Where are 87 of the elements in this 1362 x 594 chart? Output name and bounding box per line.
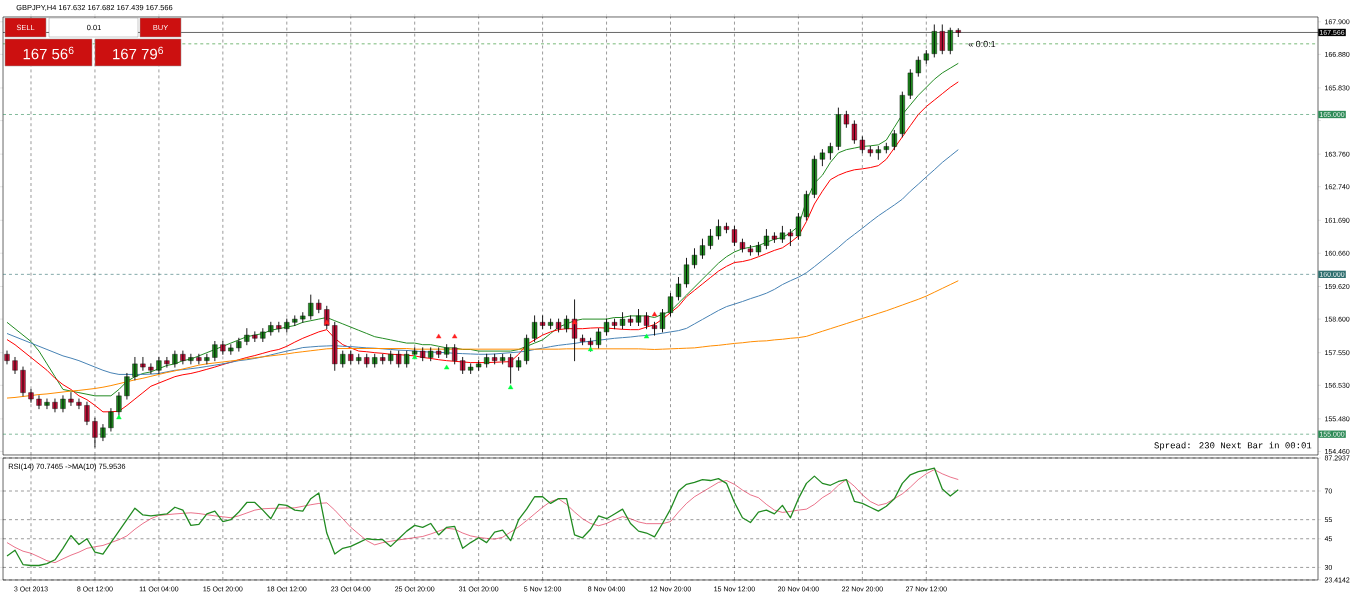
candlestick <box>555 318 562 333</box>
candlestick <box>468 363 474 374</box>
point <box>571 319 578 325</box>
point <box>436 333 442 339</box>
candlestick <box>356 353 362 365</box>
candlestick <box>276 321 282 333</box>
candlestick <box>380 353 386 365</box>
candlestick <box>899 91 905 138</box>
candlestick <box>236 337 242 352</box>
candlestick <box>763 229 770 250</box>
candlestick <box>348 350 354 365</box>
candlestick <box>340 350 346 368</box>
candlestick <box>68 392 74 406</box>
candlestick <box>476 360 482 371</box>
candlestick <box>532 315 538 342</box>
point <box>444 364 450 370</box>
candlestick <box>907 69 913 99</box>
candlestick <box>372 353 378 368</box>
candlestick <box>755 241 762 256</box>
point <box>587 346 594 352</box>
candlestick <box>540 315 546 330</box>
candlestick <box>316 299 322 314</box>
candlestick <box>787 229 794 247</box>
candlestick <box>875 146 881 160</box>
point <box>651 311 658 317</box>
candlestick <box>524 334 530 365</box>
annotation: 167 56$^{6}$ <box>23 46 74 60</box>
text: Spread: 230 Next Bar in 00:01 <box>1154 441 1312 451</box>
candlestick <box>36 395 42 410</box>
candlestick <box>332 321 338 371</box>
candlestick <box>252 331 258 342</box>
candlestick <box>883 142 889 154</box>
candlestick <box>579 334 586 346</box>
candlestick <box>771 232 778 243</box>
candlestick <box>220 341 226 355</box>
candlestick <box>292 315 298 326</box>
candlestick <box>859 136 865 154</box>
candlestick <box>827 142 833 160</box>
candlestick <box>244 328 250 346</box>
candlestick <box>803 190 809 221</box>
candlestick <box>915 56 921 77</box>
candlestick <box>516 357 522 371</box>
candlestick <box>500 353 506 365</box>
candlestick <box>484 353 490 368</box>
candlestick <box>308 294 314 320</box>
candlestick <box>268 321 274 336</box>
candlestick <box>388 350 394 365</box>
point <box>508 384 514 390</box>
candlestick <box>148 363 154 374</box>
candlestick <box>891 130 897 151</box>
candlestick <box>284 318 290 333</box>
point <box>324 319 330 325</box>
candlestick <box>452 344 458 365</box>
candlestick <box>140 357 146 371</box>
point <box>116 414 122 420</box>
candlestick <box>260 328 266 342</box>
text: « 0:0:1 <box>968 40 996 48</box>
candlestick <box>396 350 402 368</box>
candlestick <box>164 357 170 368</box>
point <box>412 354 418 360</box>
candlestick <box>819 149 825 167</box>
candlestick <box>548 318 554 330</box>
annotation: 167 79$^{6}$ <box>113 46 164 60</box>
candlestick <box>835 107 841 151</box>
candlestick <box>492 353 498 365</box>
candlestick <box>444 344 450 358</box>
candlestick <box>364 353 370 368</box>
candlestick <box>428 347 434 362</box>
point <box>643 333 650 339</box>
candlestick <box>795 213 802 240</box>
candlestick <box>595 328 602 349</box>
candlestick <box>747 245 754 256</box>
candlestick <box>779 225 786 243</box>
candlestick <box>563 315 570 333</box>
candlestick <box>811 155 817 199</box>
candlestick <box>843 110 849 128</box>
point <box>452 333 458 339</box>
candlestick <box>851 120 857 144</box>
candlestick <box>228 344 234 355</box>
candlestick <box>603 318 610 336</box>
candlestick <box>300 312 306 323</box>
candlestick <box>460 357 466 374</box>
candlestick <box>867 146 873 157</box>
candlestick <box>404 350 410 368</box>
candlestick <box>508 353 514 384</box>
candlestick <box>436 347 442 358</box>
candlestick <box>420 347 426 362</box>
